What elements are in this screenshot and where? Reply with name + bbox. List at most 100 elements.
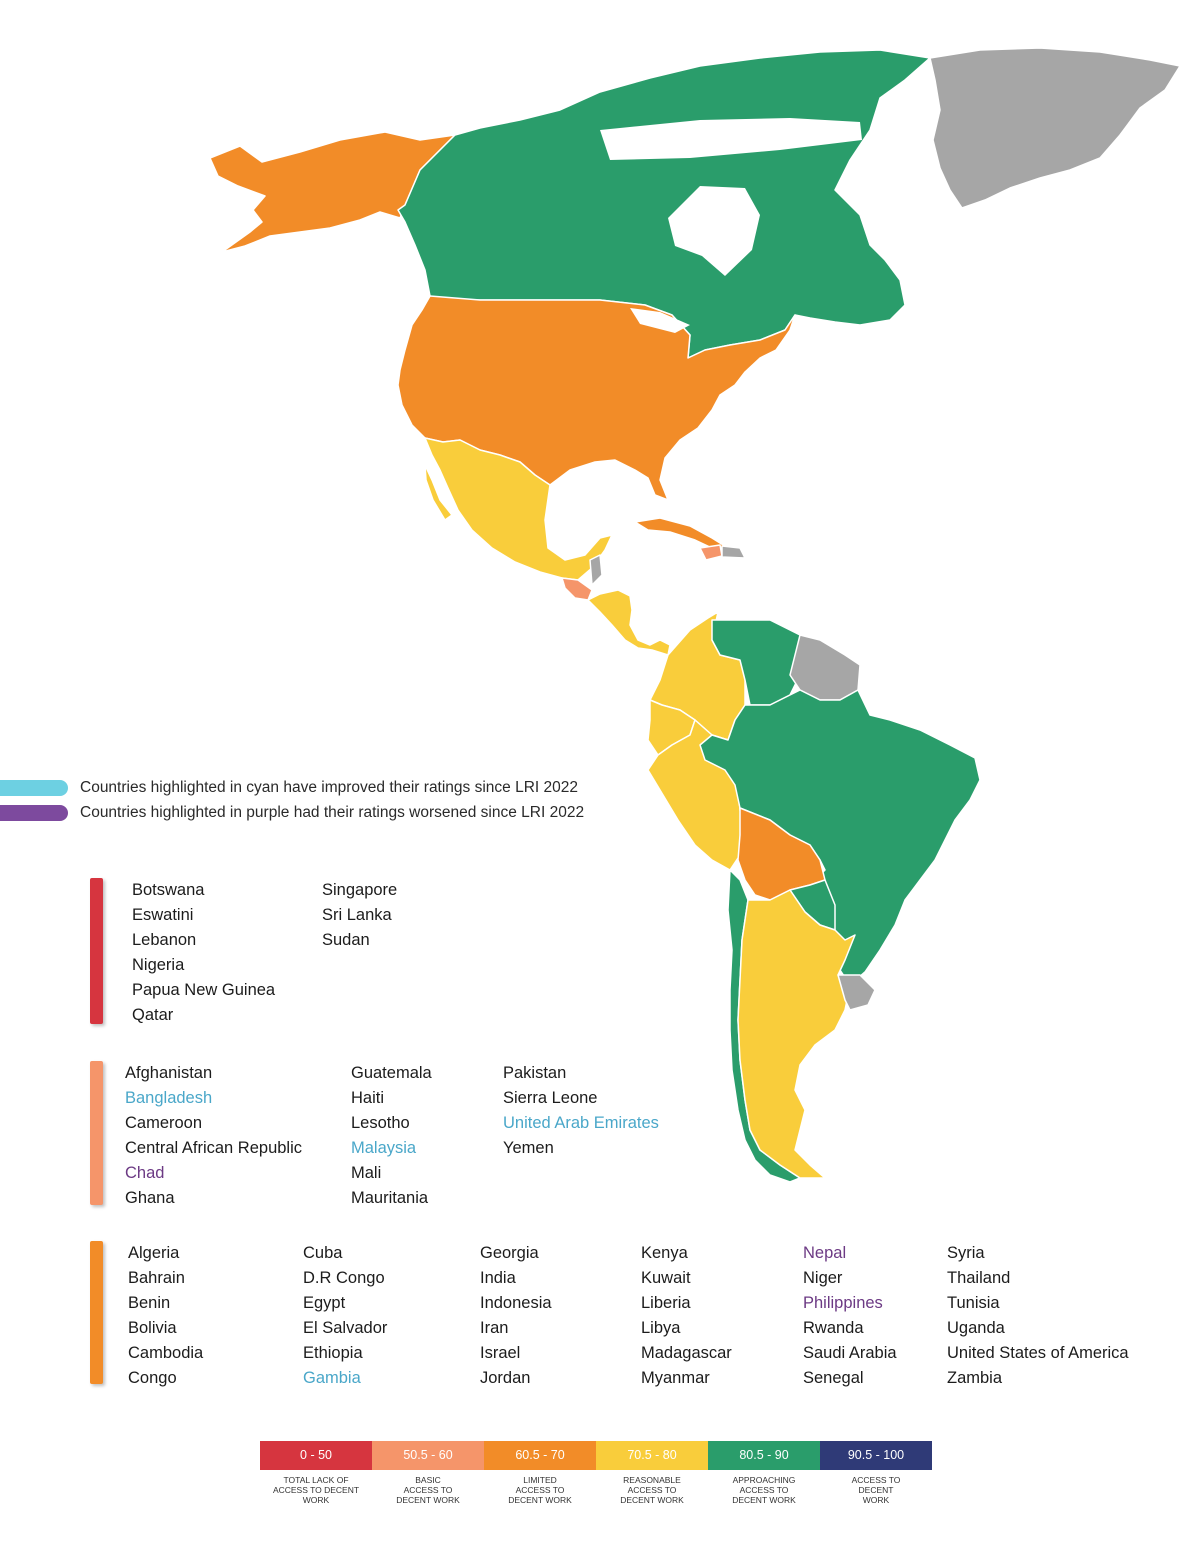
country-name: Georgia [480,1244,539,1262]
country-name: Nepal [803,1244,847,1262]
country-name: Guatemala [351,1064,432,1082]
country-name: Nigeria [132,956,185,974]
country-name: D.R Congo [303,1269,385,1287]
scale-caption-line: Total lack of [283,1475,349,1485]
purple-swatch [0,805,68,821]
note-text: Countries highlighted in purple had thei… [80,804,585,821]
region-central-america [587,589,671,656]
country-name: Singapore [322,881,398,899]
country-name: Jordan [480,1369,531,1387]
scale-caption-line: Reasonable [623,1475,681,1485]
scale-caption-line: Approaching [732,1475,796,1485]
country-name: Israel [480,1344,521,1362]
country-column: Cuba D.R Congo Egypt El Salvador Ethiopia Gam… [303,1241,387,1391]
country-column: Guatemala Haiti Lesotho Malaysia Mali Maurita… [351,1061,432,1211]
country-name: Afghanistan [125,1064,213,1082]
scale-caption-line: access to [739,1485,789,1495]
country-name: Haiti [351,1089,385,1107]
region-usa [397,295,796,501]
country-name: Zambia [947,1369,1003,1387]
country-name: Qatar [132,1006,174,1024]
country-name: Lebanon [132,931,197,949]
scale-caption-line: access to [403,1485,453,1495]
cyan-swatch [0,780,68,796]
region-dominican-rep [721,545,746,559]
country-column: Algeria Bahrain Benin Bolivia Cambodia Congo [128,1241,203,1391]
scale-caption-line: access to [515,1485,565,1495]
country-name: Syria [947,1244,985,1262]
country-name: Saudi Arabia [803,1344,897,1362]
country-column: Nepal Niger Philippines Rwanda Saudi Arabia S… [803,1241,897,1391]
group-color-bar [90,878,103,1024]
country-name: Kuwait [641,1269,691,1287]
region-cuba [634,517,729,549]
scale-caption: Limited access to decent work [484,1475,596,1505]
country-column: Pakistan Sierra Leone United Arab Emirates… [503,1061,659,1161]
country-name: Senegal [803,1369,864,1387]
country-name: Central African Republic [125,1139,303,1157]
country-name: Botswana [132,881,205,899]
country-name: Benin [128,1294,171,1312]
country-name: Eswatini [132,906,194,924]
group-color-bar [90,1061,103,1205]
country-column: Singapore Sri Lanka Sudan [322,878,397,953]
country-name: Ghana [125,1189,175,1207]
scale-caption: Basic access to decent work [372,1475,484,1505]
scale-caption-line: access to [627,1485,677,1495]
country-column: Kenya Kuwait Liberia Libya Madagascar Myanmar [641,1241,732,1391]
country-name: United Arab Emirates [503,1114,659,1132]
country-name: Libya [641,1319,681,1337]
scale-caption-line: decent work [620,1495,684,1505]
region-uruguay [837,974,876,1011]
scale-segment: 50.5 - 60 [372,1441,484,1470]
country-name: Gambia [303,1369,361,1387]
country-name: Cuba [303,1244,343,1262]
country-name: El Salvador [303,1319,388,1337]
country-name: Uganda [947,1319,1005,1337]
country-name: Tunisia [947,1294,1000,1312]
country-name: Indonesia [480,1294,552,1312]
region-greenland [929,47,1181,209]
scale-caption: Total lack of access to decent work [260,1475,372,1505]
country-name: Cambodia [128,1344,204,1362]
scale-segment: 60.5 - 70 [484,1441,596,1470]
legend-note-improved: Countries highlighted in cyan have impro… [0,779,578,796]
country-column: Botswana Eswatini Lebanon Nigeria Papua New … [132,878,275,1028]
country-column: Syria Thailand Tunisia Uganda United States … [947,1241,1129,1391]
scale-caption-line: Basic [415,1475,441,1485]
country-name: Ethiopia [303,1344,363,1362]
country-name: Chad [125,1164,165,1182]
country-name: Philippines [803,1294,883,1312]
region-argentina [737,889,856,1179]
scale-caption: Reasonable access to decent work [596,1475,708,1505]
country-name: Madagascar [641,1344,732,1362]
region-alaska [209,131,456,253]
region-belize [589,554,603,586]
great-lakes [630,308,690,333]
country-name: Niger [803,1269,843,1287]
country-column: Georgia India Indonesia Iran Israel Jordan [480,1241,552,1391]
country-name: Mauritania [351,1189,429,1207]
scale-caption-line: Access to [851,1475,901,1485]
country-name: Kenya [641,1244,688,1262]
country-name: Sri Lanka [322,906,392,924]
country-name: Algeria [128,1244,180,1262]
scale-segment: 0 - 50 [260,1441,372,1470]
country-name: Sudan [322,931,370,949]
scale-caption-line: work [302,1495,330,1505]
arctic-channel [600,118,862,160]
country-name: Bahrain [128,1269,185,1287]
scale-caption-line: decent [858,1485,894,1495]
region-guatemala [561,577,593,601]
legend-note-worsened: Countries highlighted in purple had thei… [0,804,585,821]
country-column: Afghanistan Bangladesh Cameroon Central Afr… [125,1061,302,1211]
country-name: Bangladesh [125,1089,213,1107]
country-name: Mali [351,1164,382,1182]
group-color-bar [90,1241,103,1384]
country-name: Pakistan [503,1064,567,1082]
country-name: Malaysia [351,1139,417,1157]
scale-caption-line: decent work [732,1495,796,1505]
country-name: Myanmar [641,1369,710,1387]
country-name: Thailand [947,1269,1011,1287]
